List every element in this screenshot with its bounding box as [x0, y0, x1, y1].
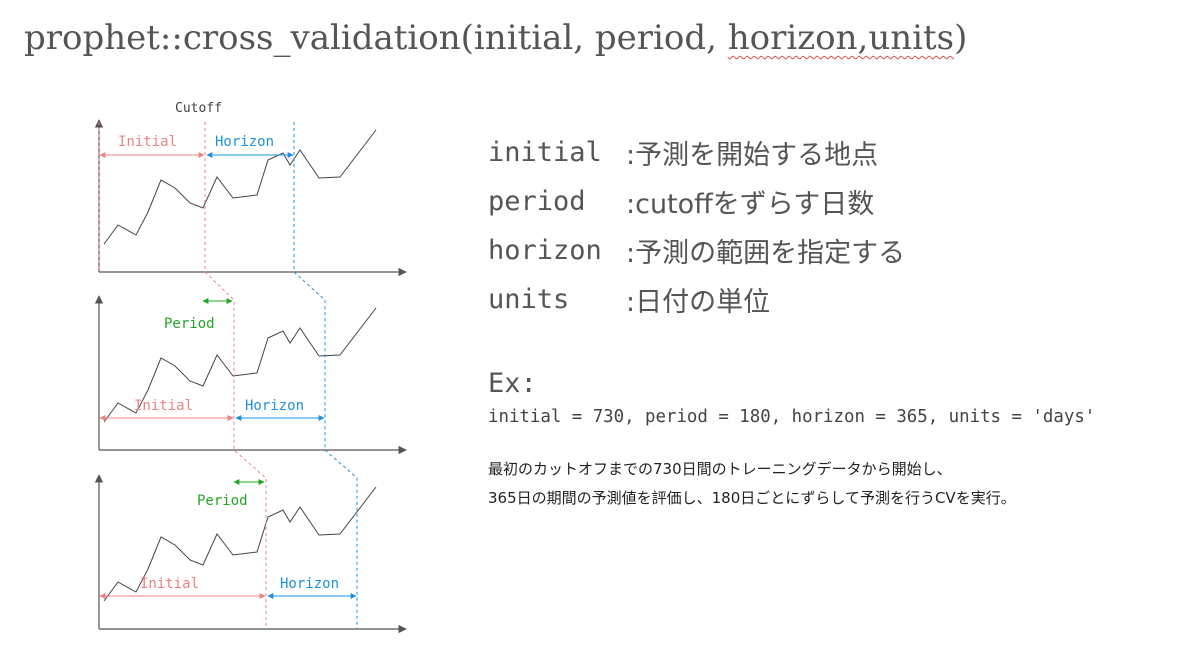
panel2-horizon-label: Horizon [245, 398, 304, 414]
panel2-initial-label: Initial [134, 398, 193, 414]
example-label: Ex: [488, 368, 537, 399]
description-line-1: 最初のカットオフまでの730日間のトレーニングデータから開始し、 [488, 460, 952, 478]
description-line-2: 365日の期間の予測値を評価し、180日ごとにずらして予測を行うCVを実行。 [488, 489, 1016, 507]
cross-validation-diagram: Cutoff Initial Horizon Period Initial Ho… [94, 101, 407, 634]
param-name: units [488, 284, 570, 315]
panel3-period-label: Period [197, 493, 248, 509]
param-row-period: period :cutoffをずらす日数 [488, 177, 905, 226]
param-desc: :予測の範囲を指定する [626, 238, 906, 269]
param-desc: :cutoffをずらす日数 [626, 189, 875, 220]
param-name: period [488, 186, 586, 217]
param-desc: :日付の単位 [626, 287, 771, 318]
title-underlined: horizon,units [727, 18, 955, 58]
cutoff-label: Cutoff [175, 101, 222, 116]
panel3-series-line [103, 486, 377, 602]
panel1-horizon-label: Horizon [215, 134, 274, 150]
cutoff-dashed-line [204, 122, 267, 629]
param-row-horizon: horizon :予測の範囲を指定する [488, 226, 905, 275]
panel3-initial-label: Initial [140, 576, 199, 592]
parameter-list: initial :予測を開始する地点 period :cutoffをずらす日数 … [488, 128, 905, 324]
panel3-horizon-label: Horizon [280, 576, 339, 592]
param-row-initial: initial :予測を開始する地点 [488, 128, 905, 177]
panel1-initial-label: Initial [118, 134, 177, 150]
page-title: prophet::cross_validation(initial, perio… [24, 18, 967, 58]
example-code: initial = 730, period = 180, horizon = 3… [488, 407, 1096, 427]
panel2-series-line [103, 307, 377, 423]
param-desc: :予測を開始する地点 [626, 140, 879, 171]
param-name: horizon [488, 235, 602, 266]
title-prefix: prophet::cross_validation(initial, perio… [24, 18, 728, 58]
horizon-end-dashed-line [293, 122, 358, 629]
param-row-units: units :日付の単位 [488, 275, 905, 324]
panel2-period-label: Period [164, 316, 215, 332]
param-name: initial [488, 137, 602, 168]
panel1-series-line [103, 129, 377, 245]
example-description: 最初のカットオフまでの730日間のトレーニングデータから開始し、 365日の期間… [488, 455, 1016, 513]
title-suffix: ) [954, 18, 968, 58]
